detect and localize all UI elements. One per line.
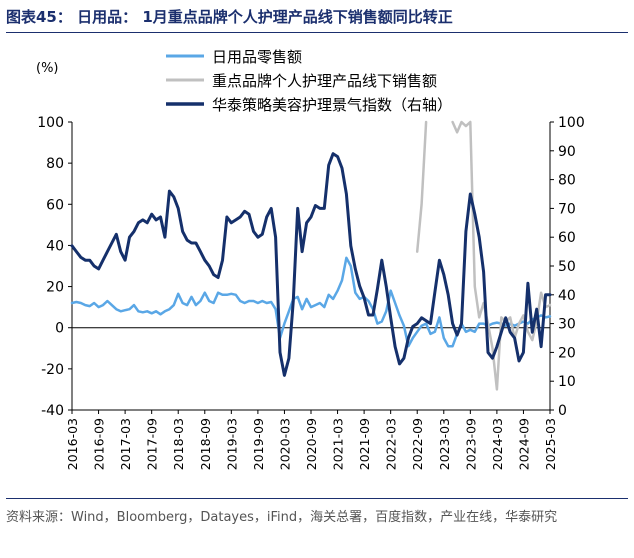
key-brand-offline-sales-line <box>451 120 552 391</box>
source-note: 资料来源：Wind，Bloomberg，Datayes，iFind，海关总署，百… <box>6 510 558 525</box>
title-rule <box>6 32 628 33</box>
legend-label-1: 日用品零售额 <box>212 48 302 66</box>
left-y-tick-label: 40 <box>46 238 64 254</box>
key-brand-offline-sales-line <box>415 120 428 253</box>
beauty-prosperity-index-line <box>70 152 552 377</box>
left-y-tick-label: 60 <box>46 197 64 213</box>
x-tick-label: 2023-09 <box>463 418 478 470</box>
left-y-tick-label: 20 <box>46 280 64 296</box>
right-y-tick-label: 40 <box>558 288 576 304</box>
right-y-tick-label: 70 <box>558 201 576 217</box>
left-y-tick-label: 80 <box>46 156 64 172</box>
y-unit-label: (%) <box>36 61 59 76</box>
x-tick-label: 2021-09 <box>357 418 372 470</box>
x-tick-label: 2020-09 <box>304 418 319 470</box>
figure-title: 图表45： 日用品： 1月重点品牌个人护理产品线下销售额同比转正 <box>6 8 453 26</box>
right-y-tick-label: 50 <box>558 259 576 275</box>
x-tick-label: 2023-03 <box>437 418 452 470</box>
right-y-tick-label: 60 <box>558 230 576 246</box>
series-2 <box>415 120 552 391</box>
left-y-tick-label: -20 <box>41 362 64 378</box>
x-tick-label: 2025-03 <box>543 418 558 470</box>
axes: -40 -20 0 20 40 60 80 100 0 10 20 30 40 50 60 70 80 90 100… <box>37 115 584 470</box>
legend-label-2: 重点品牌个人护理产品线下销售额 <box>212 72 437 90</box>
source-rule <box>6 498 628 499</box>
x-tick-label: 2017-09 <box>145 418 160 470</box>
right-y-tick-label: 90 <box>558 144 576 160</box>
x-tick-label: 2022-03 <box>384 418 399 470</box>
right-y-tick-label: 100 <box>558 115 585 131</box>
left-y-tick-label: 100 <box>37 115 64 131</box>
x-tick-label: 2018-03 <box>171 418 186 470</box>
x-tick-label: 2016-03 <box>65 418 80 470</box>
x-tick-label: 2024-03 <box>490 418 505 470</box>
x-tick-label: 2016-09 <box>92 418 107 470</box>
left-y-tick-label: 0 <box>55 321 64 337</box>
right-y-tick-label: 10 <box>558 374 576 390</box>
x-tick-label: 2017-03 <box>118 418 133 470</box>
retail-sales-line <box>70 256 552 348</box>
series-3 <box>70 152 552 377</box>
x-tick-label: 2019-09 <box>251 418 266 470</box>
right-y-tick-label: 80 <box>558 173 576 189</box>
x-tick-label: 2020-03 <box>277 418 292 470</box>
right-y-tick-label: 20 <box>558 345 576 361</box>
legend-label-3: 华泰策略美容护理景气指数（右轴） <box>212 96 452 114</box>
x-tick-label: 2018-09 <box>198 418 213 470</box>
series-1 <box>70 256 552 348</box>
x-tick-label: 2022-09 <box>410 418 425 470</box>
line-chart: (%) 日用品零售额重点品牌个人护理产品线下销售额华泰策略美容护理景气指数（右轴… <box>36 48 585 470</box>
right-y-tick-label: 30 <box>558 317 576 333</box>
left-y-tick-label: -40 <box>41 403 64 419</box>
x-tick-label: 2021-03 <box>331 418 346 470</box>
x-tick-label: 2024-09 <box>516 418 531 470</box>
right-y-tick-label: 0 <box>558 403 567 419</box>
x-tick-label: 2019-03 <box>224 418 239 470</box>
series-layer <box>70 120 552 391</box>
